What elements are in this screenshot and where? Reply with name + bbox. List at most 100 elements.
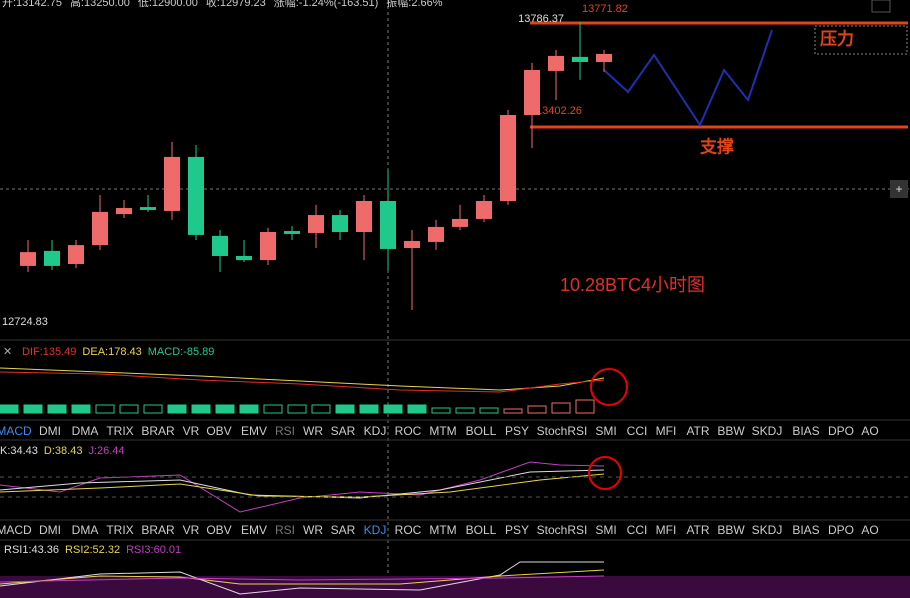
indicator-tab[interactable]: BBW (717, 523, 745, 537)
macd-bar (215, 404, 235, 414)
support-label: 支撑 (700, 136, 734, 156)
indicator-tab[interactable]: VR (183, 523, 200, 537)
kdj-label: J:26.44 (88, 445, 124, 457)
indicator-tab[interactable]: OBV (206, 424, 231, 438)
macd-bar (527, 405, 547, 414)
macd-label: DEA:178.43 (82, 346, 141, 358)
indicator-tab[interactable]: AO (861, 424, 878, 438)
indicator-tab[interactable]: WR (303, 424, 323, 438)
indicator-tab[interactable]: ATR (686, 424, 709, 438)
indicator-tab[interactable]: MTM (429, 424, 456, 438)
indicator-tab[interactable]: BRAR (141, 523, 175, 537)
candle-body (428, 226, 444, 242)
indicator-tab[interactable]: CCI (627, 424, 648, 438)
rsi-band (0, 576, 910, 598)
indicator-tab[interactable]: ATR (686, 523, 709, 537)
macd-bar (71, 404, 91, 414)
indicator-tab[interactable]: MTM (429, 523, 456, 537)
indicator-tab[interactable]: DPO (828, 523, 854, 537)
indicator-tab[interactable]: KDJ (364, 523, 387, 537)
indicator-tab[interactable]: PSY (505, 523, 529, 537)
candle-body (452, 218, 468, 227)
indicator-tab[interactable]: MACD (0, 424, 32, 438)
indicator-tab[interactable]: SAR (331, 523, 356, 537)
macd-bar (119, 404, 139, 414)
indicator-tab[interactable]: PSY (505, 424, 529, 438)
indicator-tab[interactable]: StochRSI (537, 424, 588, 438)
indicator-tab[interactable]: CCI (627, 523, 648, 537)
macd-bar (287, 404, 307, 414)
indicator-tab[interactable]: DPO (828, 424, 854, 438)
indicator-tab[interactable]: ROC (395, 523, 422, 537)
indicator-tab[interactable]: BIAS (792, 424, 819, 438)
indicator-tab[interactable]: BOLL (466, 523, 497, 537)
rsi-label: RSI3:60.01 (126, 544, 181, 556)
rsi2-line (0, 569, 605, 585)
indicator-tab[interactable]: AO (861, 523, 878, 537)
dif-line (0, 371, 605, 393)
indicator-tab[interactable]: OBV (206, 523, 231, 537)
indicator-tab[interactable]: WR (303, 523, 323, 537)
header-item: 低:12900.00 (138, 0, 198, 9)
indicator-tab[interactable]: DMI (39, 424, 61, 438)
indicator-tab[interactable]: StochRSI (537, 523, 588, 537)
high-label: 13786.37 (518, 13, 564, 25)
indicator-tab[interactable]: ROC (395, 424, 422, 438)
indicator-tab[interactable]: TRIX (106, 424, 133, 438)
low-label: 12724.83 (2, 316, 48, 328)
candle-body (212, 235, 228, 256)
indicator-tab[interactable]: KDJ (364, 424, 387, 438)
indicator-tab[interactable]: VR (183, 424, 200, 438)
macd-bar (143, 404, 163, 414)
macd-bar (23, 404, 43, 414)
candle-body (68, 245, 84, 264)
macd-bar (383, 404, 403, 414)
expand-button[interactable] (871, 0, 891, 13)
macd-bar (95, 404, 115, 414)
indicator-tab[interactable]: RSI (275, 424, 295, 438)
indicator-tab[interactable]: MFI (656, 523, 677, 537)
indicator-tab[interactable]: SKDJ (752, 523, 783, 537)
highlight-circle (590, 368, 628, 406)
indicator-tab[interactable]: MACD (0, 523, 32, 537)
indicator-tab[interactable]: SMI (595, 424, 616, 438)
indicator-tab[interactable]: SMI (595, 523, 616, 537)
indicator-tab[interactable]: BRAR (141, 424, 175, 438)
candle-body (572, 56, 588, 62)
macd-bar (263, 404, 283, 414)
candle-body (236, 255, 252, 261)
indicator-tab[interactable]: MFI (656, 424, 677, 438)
indicator-tab[interactable]: BIAS (792, 523, 819, 537)
indicator-tab[interactable]: EMV (241, 523, 267, 537)
indicator-tab[interactable]: DMA (72, 424, 99, 438)
macd-bar (359, 404, 379, 414)
resistance-label: 压力 (820, 28, 854, 48)
macd-bar (431, 407, 451, 414)
macd-bar (311, 404, 331, 414)
indicator-tab[interactable]: BOLL (466, 424, 497, 438)
macd-bar (239, 404, 259, 414)
indicator-tab[interactable]: DMI (39, 523, 61, 537)
candle-body (596, 53, 612, 62)
macd-label: DIF:135.49 (22, 346, 76, 358)
indicator-tab[interactable]: EMV (241, 424, 267, 438)
indicator-tab[interactable]: DMA (72, 523, 99, 537)
macd-bar (191, 404, 211, 414)
add-button[interactable] (890, 180, 908, 198)
macd-bar (551, 402, 571, 414)
indicator-tab[interactable]: RSI (275, 523, 295, 537)
indicator-tab[interactable]: BBW (717, 424, 745, 438)
header-item: 高:13250.00 (70, 0, 130, 9)
indicator-tab[interactable]: SKDJ (752, 424, 783, 438)
collapse-icon: ✕ (3, 346, 12, 358)
indicator-tab[interactable]: SAR (331, 424, 356, 438)
macd-bar (455, 407, 475, 414)
header-item: 振幅:2.66% (386, 0, 442, 9)
last-label: 13771.82 (582, 3, 628, 15)
candle-body (380, 201, 396, 249)
macd-label: MACD:-85.89 (148, 346, 215, 358)
rsi1-line (0, 561, 604, 595)
indicator-tab[interactable]: TRIX (106, 523, 133, 537)
candle-body (404, 240, 420, 248)
